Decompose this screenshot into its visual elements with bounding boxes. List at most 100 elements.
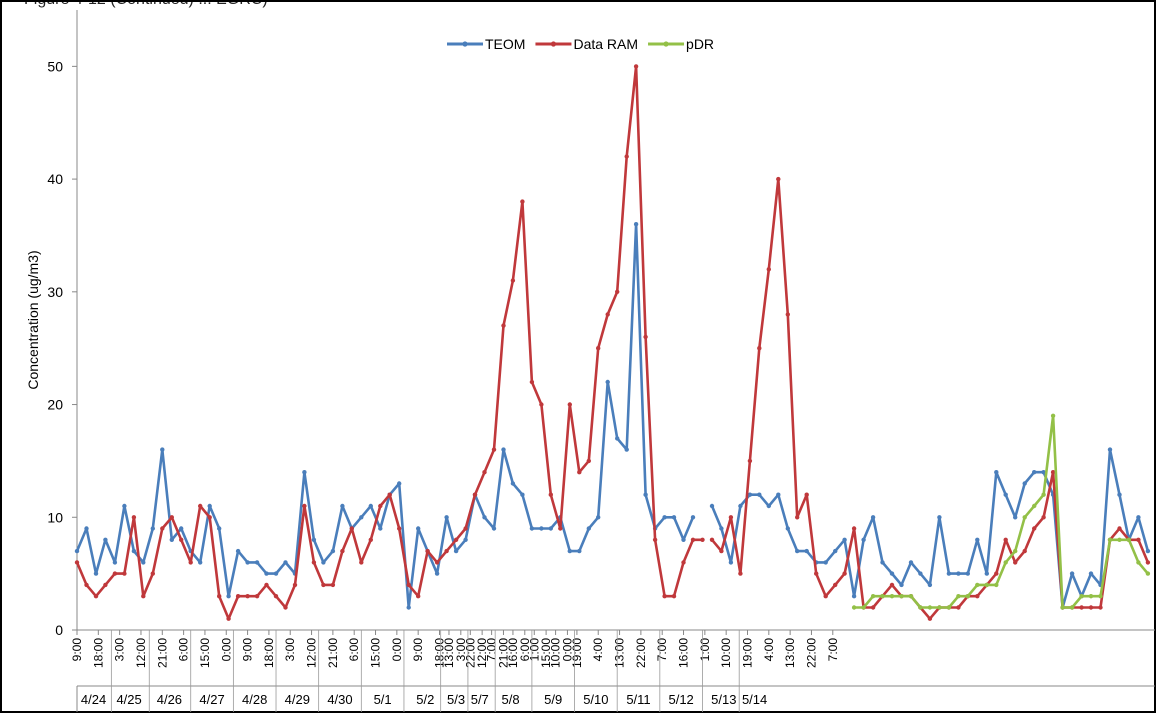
data-point-data-ram	[273, 594, 279, 599]
x-time-label: 12:00	[475, 638, 489, 668]
data-point-data-ram	[1088, 605, 1094, 610]
data-point-teom	[1145, 548, 1151, 554]
data-point-data-ram	[851, 526, 857, 531]
data-point-teom	[330, 548, 336, 554]
y-tick-label: 40	[47, 171, 63, 187]
data-point-data-ram	[501, 323, 506, 328]
data-point-teom	[918, 571, 923, 576]
data-point-data-ram	[823, 594, 828, 599]
data-point-data-ram	[747, 458, 753, 464]
data-point-teom	[567, 548, 572, 554]
data-point-teom	[501, 447, 506, 452]
data-point-teom	[198, 560, 203, 565]
data-point-data-ram	[842, 571, 847, 576]
data-point-teom	[605, 379, 610, 385]
data-point-teom	[340, 503, 345, 509]
data-point-teom	[245, 560, 250, 565]
y-tick-label: 50	[47, 58, 63, 74]
data-point-teom	[937, 515, 942, 520]
data-point-teom	[321, 560, 326, 565]
data-point-teom	[179, 526, 184, 531]
data-point-teom	[586, 526, 591, 531]
data-point-pdr	[861, 605, 866, 610]
series-line-pdr	[854, 414, 1149, 609]
data-point-data-ram	[690, 537, 696, 542]
x-time-label: 3:00	[454, 638, 468, 662]
x-time-label: 4:00	[591, 638, 605, 662]
data-point-data-ram	[122, 571, 127, 576]
data-point-pdr	[1098, 594, 1103, 599]
data-point-pdr	[946, 605, 952, 610]
x-time-label: 16:00	[506, 638, 520, 668]
data-point-data-ram	[624, 154, 629, 159]
data-point-data-ram	[1098, 605, 1103, 610]
data-point-pdr	[937, 605, 942, 610]
data-point-data-ram	[141, 594, 146, 599]
x-time-label: 3:00	[113, 638, 127, 662]
data-point-data-ram	[444, 548, 449, 554]
data-point-data-ram	[207, 515, 212, 520]
data-point-teom	[491, 526, 497, 531]
data-point-data-ram	[179, 537, 184, 542]
data-point-teom	[1088, 571, 1094, 576]
data-point-teom	[359, 515, 364, 520]
data-point-data-ram	[188, 560, 193, 565]
data-point-teom	[596, 515, 601, 520]
legend-marker-teom	[462, 41, 468, 47]
data-point-data-ram	[283, 605, 288, 610]
data-point-data-ram	[652, 537, 658, 542]
x-date-label: 5/2	[416, 692, 434, 707]
data-point-data-ram	[889, 582, 895, 588]
x-date-label: 5/11	[626, 692, 650, 707]
data-point-pdr	[870, 594, 876, 599]
x-time-label: 18:00	[432, 638, 446, 668]
x-time-label: 6:00	[177, 638, 191, 662]
data-point-data-ram	[719, 548, 724, 554]
data-point-teom	[738, 503, 743, 509]
data-point-data-ram	[226, 616, 231, 621]
data-point-pdr	[1145, 571, 1151, 576]
data-point-teom	[615, 436, 620, 441]
data-point-teom	[1022, 481, 1027, 486]
data-point-data-ram	[131, 515, 137, 520]
data-point-data-ram	[198, 503, 203, 509]
x-time-label: 22:00	[463, 638, 477, 668]
data-point-data-ram	[605, 312, 610, 317]
data-point-data-ram	[994, 571, 999, 576]
data-point-teom	[1032, 470, 1037, 475]
x-time-label: 19:00	[740, 638, 754, 668]
data-point-teom	[851, 594, 857, 599]
data-point-data-ram	[387, 492, 392, 497]
data-point-data-ram	[757, 346, 762, 351]
x-time-label: 10:00	[719, 638, 733, 668]
data-point-pdr	[1079, 594, 1084, 599]
data-point-pdr	[984, 582, 989, 588]
data-point-teom	[861, 537, 866, 542]
x-time-label: 18:00	[262, 638, 276, 668]
x-time-label: 3:00	[283, 638, 297, 662]
y-tick-label: 10	[47, 509, 63, 525]
data-point-pdr	[1088, 594, 1094, 599]
data-point-teom	[434, 571, 440, 576]
data-point-data-ram	[833, 582, 838, 588]
data-point-data-ram	[169, 515, 174, 520]
data-point-data-ram	[254, 594, 260, 599]
x-time-label: 9:00	[411, 638, 425, 662]
y-tick-label: 0	[55, 622, 63, 638]
data-point-teom	[207, 503, 212, 509]
data-point-data-ram	[482, 470, 487, 475]
data-point-teom	[1069, 571, 1075, 576]
data-point-pdr	[975, 582, 980, 588]
data-point-data-ram	[520, 199, 525, 204]
data-point-teom	[1003, 492, 1008, 497]
data-point-teom	[74, 548, 80, 554]
data-point-teom	[416, 526, 421, 531]
data-point-teom	[766, 503, 771, 509]
data-point-teom	[709, 503, 715, 509]
data-point-teom	[169, 537, 174, 542]
x-date-label: 5/8	[502, 692, 520, 707]
data-point-data-ram	[662, 594, 667, 599]
data-point-data-ram	[330, 582, 336, 588]
data-point-teom	[482, 515, 487, 520]
